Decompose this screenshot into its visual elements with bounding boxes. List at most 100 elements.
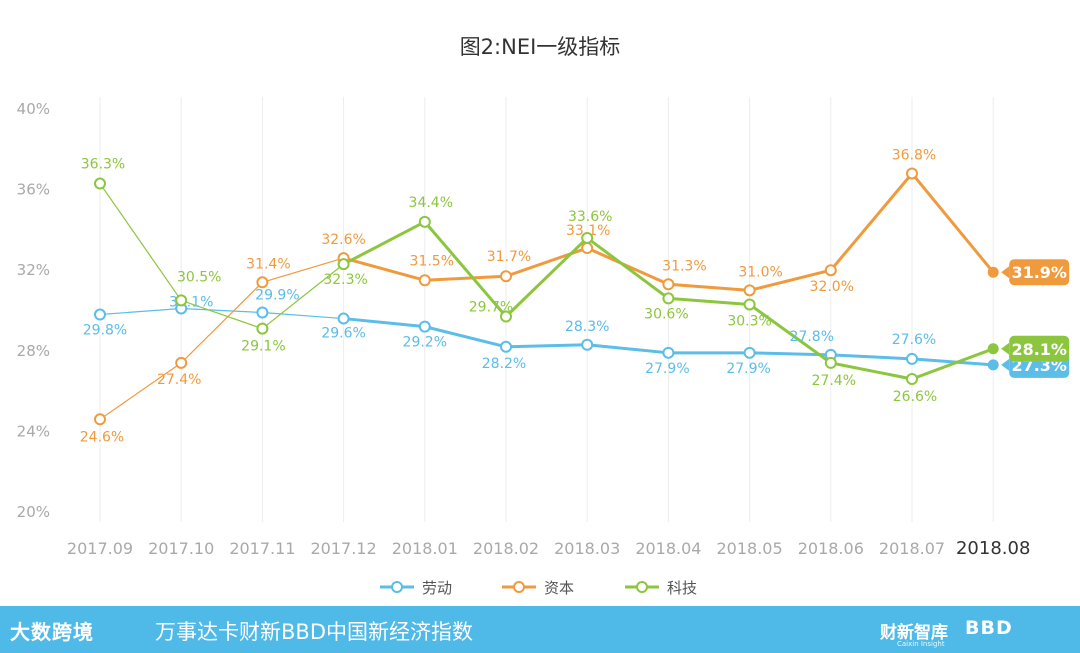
footer-brand: 大数跨境 xyxy=(10,620,94,644)
x-tick-label: 2018.05 xyxy=(717,539,783,558)
series-line-thin xyxy=(99,183,344,330)
data-point xyxy=(743,346,756,359)
x-tick-label: 2018.08 xyxy=(956,538,1030,559)
data-label: 31.3% xyxy=(662,258,706,274)
data-label: 29.7% xyxy=(469,300,513,316)
series-line-thin xyxy=(99,257,344,420)
data-point xyxy=(987,266,999,278)
data-label: 31.7% xyxy=(487,249,531,265)
data-point xyxy=(418,274,431,287)
data-label: 32.3% xyxy=(323,272,367,288)
y-tick-label: 36% xyxy=(17,181,50,199)
data-point xyxy=(500,310,512,323)
data-label: 27.4% xyxy=(157,372,201,388)
data-point xyxy=(824,264,837,277)
legend-label: 科技 xyxy=(667,579,697,597)
data-label: 36.3% xyxy=(81,157,125,173)
data-point xyxy=(94,308,106,321)
series-markers-科技: 36.3% 30.5% 29.1% 32.3% 34.4% 29.7% 33.6% 30.6%… xyxy=(81,157,999,405)
x-tick-label: 2017.09 xyxy=(67,539,133,558)
series-劳动 xyxy=(99,307,994,367)
data-label: 29.1% xyxy=(241,339,285,355)
line-chart: 图2:NEI一级指标 20% 24% 28% 32% 36% 40% 2017.09 2017.… xyxy=(17,35,1070,597)
legend-item-劳动: 劳动 xyxy=(380,579,452,597)
data-point xyxy=(94,177,106,190)
data-point xyxy=(418,215,431,228)
data-point xyxy=(906,352,918,365)
x-tick-label: 2018.07 xyxy=(879,539,945,558)
data-label: 27.9% xyxy=(726,361,770,377)
data-point xyxy=(662,278,675,291)
data-point xyxy=(662,346,675,359)
caixin-logo-sub: Caixin Insight xyxy=(897,640,945,648)
data-label: 31.0% xyxy=(738,264,782,280)
data-point xyxy=(824,356,837,369)
data-point xyxy=(987,359,999,371)
x-tick-label: 2018.03 xyxy=(554,539,620,558)
end-value-label: 28.1% xyxy=(1011,340,1067,359)
data-label: 28.2% xyxy=(482,356,526,372)
x-tick-label: 2018.01 xyxy=(392,539,458,558)
data-point xyxy=(662,292,675,305)
data-label: 27.8% xyxy=(790,329,834,345)
data-label: 27.6% xyxy=(892,332,936,348)
data-label: 36.8% xyxy=(892,147,936,163)
series-科技 xyxy=(99,183,994,381)
series-markers-资本: 24.6% 27.4% 31.4% 32.6% 31.5% 31.7% 33.1% 31.3%… xyxy=(80,147,999,445)
data-label: 34.4% xyxy=(409,195,453,211)
y-tick-label: 40% xyxy=(17,100,50,118)
data-label: 27.9% xyxy=(645,361,689,377)
chart-title: 图2:NEI一级指标 xyxy=(460,35,621,59)
legend-label: 资本 xyxy=(544,579,574,597)
end-callout-资本: 31.9% xyxy=(1001,259,1070,286)
legend-marker xyxy=(636,581,648,593)
caixin-logo: 财新智库 xyxy=(880,623,948,643)
data-point xyxy=(418,320,431,333)
legend-marker xyxy=(513,581,525,593)
data-point xyxy=(743,284,756,297)
x-tick-label: 2017.10 xyxy=(148,539,214,558)
legend-item-科技: 科技 xyxy=(625,579,697,597)
legend-label: 劳动 xyxy=(422,579,452,597)
callout-pointer xyxy=(1001,358,1010,371)
x-tick-label: 2018.04 xyxy=(635,539,701,558)
data-label: 31.5% xyxy=(410,253,454,269)
callout-pointer xyxy=(1001,266,1010,279)
data-point xyxy=(256,322,269,335)
data-label: 29.9% xyxy=(255,288,299,304)
data-label: 33.1% xyxy=(566,223,610,239)
data-label: 30.3% xyxy=(727,313,771,329)
y-tick-label: 24% xyxy=(17,422,50,440)
data-point xyxy=(94,413,106,426)
data-label: 28.3% xyxy=(565,319,609,335)
callout-box xyxy=(1009,259,1070,286)
data-point xyxy=(337,312,350,325)
series-line-thin xyxy=(99,307,344,320)
data-point xyxy=(581,338,594,351)
data-point xyxy=(906,373,918,386)
data-label: 26.6% xyxy=(893,389,937,405)
data-point xyxy=(500,340,512,353)
x-tick-label: 2018.06 xyxy=(798,539,864,558)
data-label: 30.6% xyxy=(644,306,688,322)
data-label: 29.6% xyxy=(321,326,365,342)
series-资本 xyxy=(99,171,995,420)
y-tick-label: 28% xyxy=(17,342,50,360)
data-point xyxy=(743,298,756,311)
footer-title: 万事达卡财新BBD中国新经济指数 xyxy=(155,620,473,644)
data-point xyxy=(175,356,188,369)
legend-marker xyxy=(391,581,403,593)
data-point xyxy=(256,276,269,289)
end-value-label: 31.9% xyxy=(1011,263,1067,282)
end-callout-科技: 28.1% xyxy=(1001,335,1070,362)
series-markers-劳动: 29.8%30.1% 29.9%29.6%29.2%28.2%28.3%27.9%… xyxy=(83,288,999,377)
data-label: 31.4% xyxy=(246,256,290,272)
data-label: 29.8% xyxy=(83,323,127,339)
data-point xyxy=(175,294,188,307)
y-tick-label: 20% xyxy=(17,503,50,521)
data-point xyxy=(906,167,918,180)
data-label: 30.5% xyxy=(177,269,221,285)
data-label: 33.6% xyxy=(568,209,612,225)
y-tick-label: 32% xyxy=(17,261,50,279)
